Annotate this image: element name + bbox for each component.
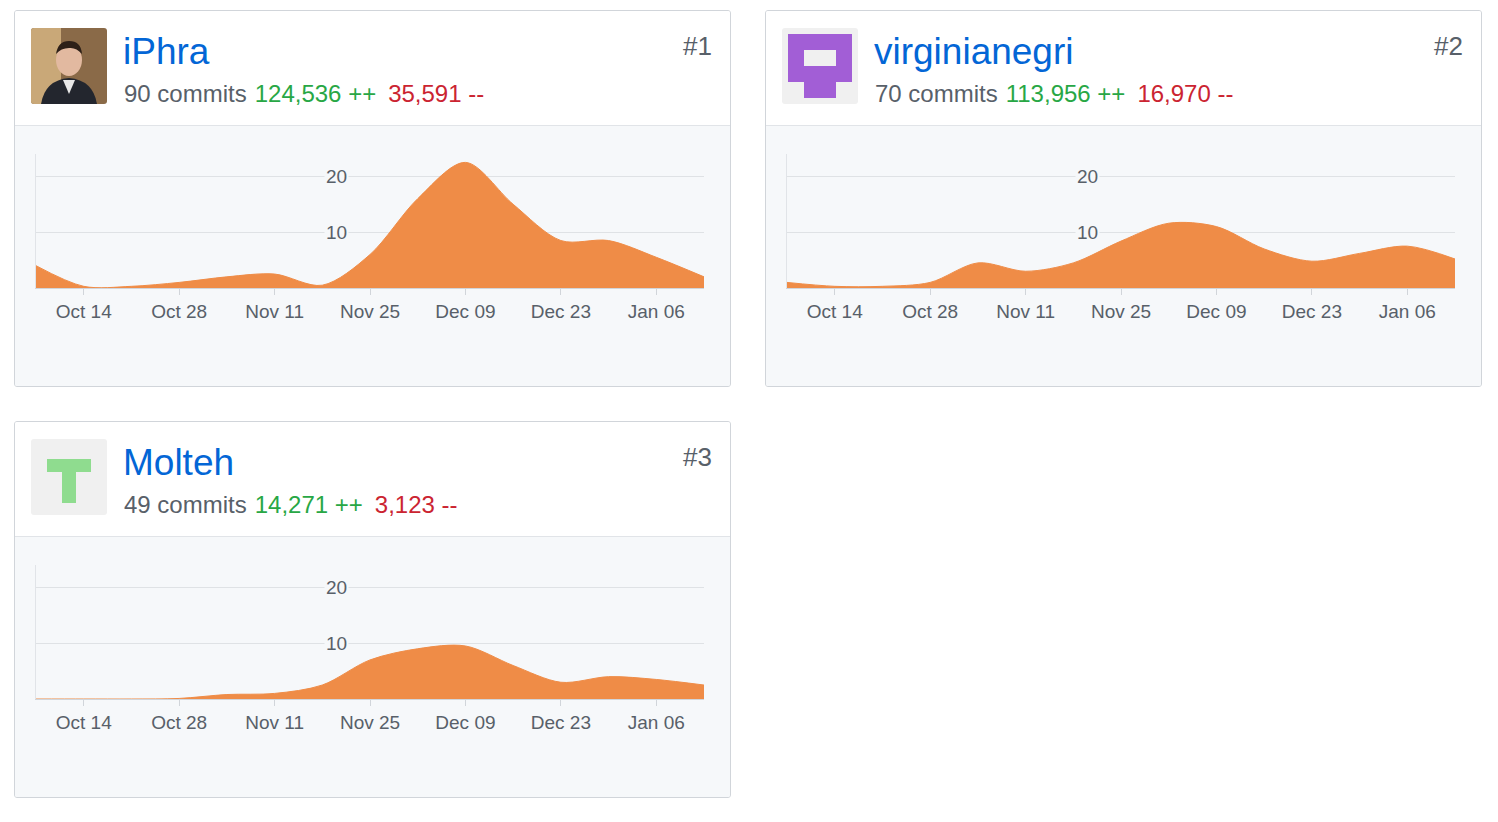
svg-text:20: 20 [326,166,347,187]
html-text:90 commits 124,536 ++: 90 commits 124,536 ++ [124,80,377,107]
svg-text:Dec 09: Dec 09 [435,712,495,733]
html-text:49 commits 14,271 ++: 49 commits 14,271 ++ [124,491,363,518]
svg-text:Oct 14: Oct 14 [56,712,112,733]
html-text:virginianegri: virginianegri [874,31,1074,72]
svg-text:Nov 25: Nov 25 [1091,301,1151,322]
svg-text:10: 10 [1077,222,1098,243]
html-text:16,970 --: 16,970 -- [1137,80,1234,107]
svg-text:20: 20 [326,577,347,598]
svg-text:Oct 14: Oct 14 [56,301,112,322]
svg-text:Dec 23: Dec 23 [1282,301,1342,322]
svg-text:20: 20 [1077,166,1098,187]
html-text:3,123 --: 3,123 -- [374,491,458,518]
svg-text:Dec 23: Dec 23 [531,712,591,733]
svg-text:Oct 14: Oct 14 [807,301,863,322]
svg-text:Nov 11: Nov 11 [996,301,1055,322]
svg-text:Dec 09: Dec 09 [435,301,495,322]
html-text:iPhra: iPhra [123,31,210,72]
svg-text:Oct 28: Oct 28 [902,301,958,322]
svg-text:Nov 11: Nov 11 [245,712,304,733]
html-text:70 commits 113,956 ++: 70 commits 113,956 ++ [875,80,1126,107]
svg-text:Oct 28: Oct 28 [151,301,207,322]
svg-text:Nov 25: Nov 25 [340,712,400,733]
html-text:#2: #2 [1434,31,1463,61]
svg-text:Nov 25: Nov 25 [340,301,400,322]
svg-text:Nov 11: Nov 11 [245,301,304,322]
svg-text:Dec 23: Dec 23 [531,301,591,322]
html-text:#3: #3 [683,442,712,472]
svg-text:Jan 06: Jan 06 [1379,301,1436,322]
html-text:Molteh: Molteh [123,442,235,483]
html-text:#1: #1 [683,31,712,61]
svg-text:Dec 09: Dec 09 [1186,301,1246,322]
svg-text:10: 10 [326,222,347,243]
svg-text:10: 10 [326,633,347,654]
svg-text:Jan 06: Jan 06 [628,712,685,733]
svg-text:Oct 28: Oct 28 [151,712,207,733]
html-text:35,591 --: 35,591 -- [388,80,485,107]
svg-text:Jan 06: Jan 06 [628,301,685,322]
